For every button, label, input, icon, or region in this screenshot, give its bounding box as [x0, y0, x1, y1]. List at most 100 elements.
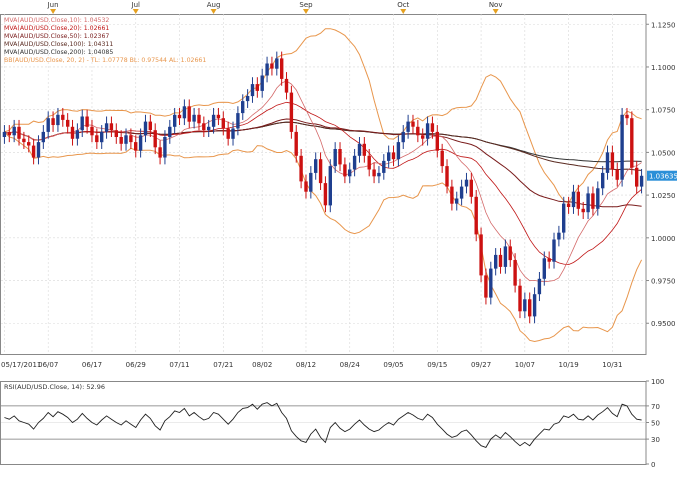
candle-body: [469, 179, 473, 197]
candle-body: [153, 130, 157, 148]
candle-body: [280, 58, 284, 79]
candle-body: [265, 63, 269, 76]
candle-body: [484, 275, 488, 298]
x-tick-label: 08/24: [340, 361, 361, 369]
month-label: Aug: [207, 1, 221, 9]
candle-body: [425, 123, 430, 139]
candle-body: [562, 203, 566, 233]
candle-body: [289, 92, 294, 132]
candle-body: [532, 294, 537, 317]
month-label: Sep: [299, 1, 313, 9]
candle-body: [586, 193, 590, 213]
mva20-line: [4, 101, 642, 266]
candle-body: [138, 135, 143, 151]
y-tick-label: 1.0500: [651, 149, 676, 157]
candle-body: [187, 106, 191, 122]
month-marker-icon: [302, 9, 309, 14]
candle-body: [430, 123, 435, 132]
candle-body: [615, 169, 619, 180]
candle-body: [56, 114, 60, 126]
candle-body: [357, 143, 362, 156]
candle-body: [134, 142, 138, 151]
x-tick-label: 06/29: [126, 361, 146, 369]
candle-body: [596, 188, 600, 209]
month-label: Oct: [397, 1, 409, 9]
candle-body: [31, 145, 36, 158]
x-tick-label: 08/12: [296, 361, 316, 369]
candle-body: [435, 131, 439, 151]
candle-body: [518, 285, 522, 312]
candle-body: [41, 131, 45, 143]
candle-body: [333, 149, 337, 167]
rsi-tick-label: 50: [651, 420, 660, 428]
y-tick-label: 1.0750: [651, 107, 676, 115]
candle-body: [620, 114, 624, 180]
candle-body: [391, 152, 396, 160]
candle-body: [523, 299, 527, 312]
candle-body: [51, 118, 55, 125]
month-marker-icon: [492, 9, 499, 14]
candle-body: [309, 172, 313, 192]
candle-body: [445, 166, 449, 187]
rsi-tick-label: 0: [651, 461, 655, 469]
month-marker-icon: [132, 9, 139, 14]
candle-body: [270, 63, 274, 69]
candle-body: [177, 114, 182, 119]
candle-body: [450, 186, 454, 204]
candle-body: [100, 131, 104, 143]
x-tick-label: 06/17: [82, 361, 102, 369]
candle-body: [401, 131, 405, 143]
legend-entry: MVA(AUD/USD.Close,100): 1.04311: [4, 41, 113, 48]
x-tick-label: 08/02: [252, 361, 272, 369]
last-price-label: 1.03635: [649, 173, 678, 181]
candle-body: [421, 135, 425, 139]
candle-body: [508, 246, 512, 261]
candle-body: [158, 147, 162, 158]
candle-body: [12, 126, 16, 136]
candle-body: [2, 131, 7, 137]
candle-body: [231, 128, 235, 139]
x-tick-label: 10/07: [515, 361, 535, 369]
x-tick-label: 05/17/2011: [1, 361, 41, 369]
candle-body: [104, 123, 109, 132]
candle-body: [173, 114, 177, 127]
candle-body: [75, 130, 80, 139]
candle-body: [552, 239, 556, 262]
candle-body: [90, 126, 94, 136]
candle-body: [479, 234, 483, 276]
bollinger-upper-line: [4, 28, 642, 204]
candle-body: [557, 232, 561, 240]
candle-body: [605, 152, 610, 173]
candle-body: [148, 121, 152, 131]
candle-body: [275, 58, 279, 69]
candle-body: [601, 172, 605, 189]
candle-body: [61, 114, 65, 120]
candle-body: [464, 179, 469, 187]
candle-body: [328, 166, 332, 206]
candle-body: [245, 96, 250, 102]
candle-body: [114, 130, 118, 137]
candle-body: [124, 135, 128, 144]
candle-body: [396, 142, 401, 160]
x-tick-label: 10/19: [559, 361, 579, 369]
candle-body: [182, 106, 187, 119]
candle-body: [318, 159, 323, 184]
legend-entry: MVA(AUD/USD.Close,20): 1.02661: [4, 25, 109, 32]
rsi-tick-label: 70: [651, 403, 660, 411]
candle-body: [571, 191, 576, 208]
candle-body: [207, 126, 211, 131]
candle-body: [411, 121, 415, 127]
candle-body: [241, 101, 245, 114]
legend-entry: MVA(AUD/USD.Close,200): 1.04085: [4, 49, 113, 56]
candle-body: [362, 143, 366, 156]
candle-body: [406, 121, 410, 132]
x-tick-label: 07/21: [213, 361, 233, 369]
candle-body: [498, 254, 503, 267]
candle-body: [459, 186, 464, 199]
candle-body: [36, 142, 41, 158]
legend-entry: BB(AUD/USD.Close, 20, 2) - TL: 1.07778 B…: [4, 57, 206, 64]
candle-body: [27, 142, 31, 146]
month-label: Jun: [47, 1, 59, 9]
rsi-tick-label: 30: [651, 436, 660, 444]
